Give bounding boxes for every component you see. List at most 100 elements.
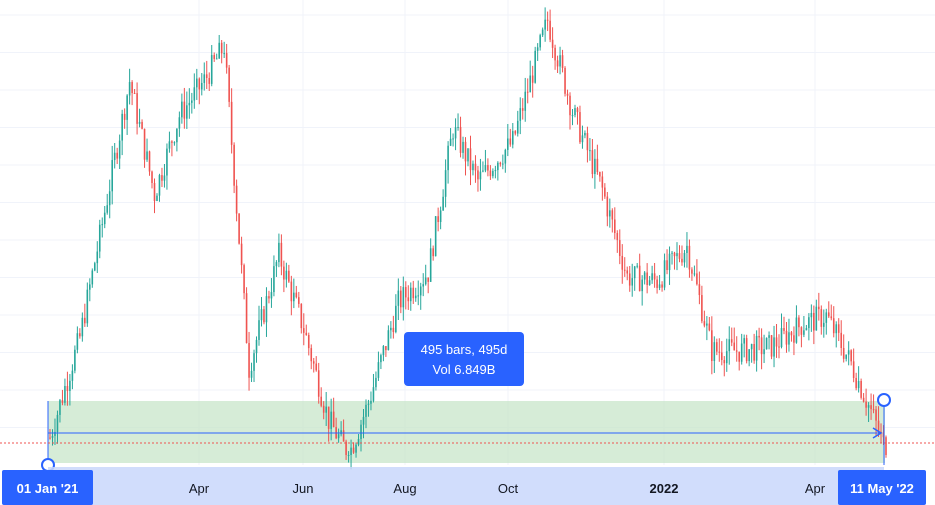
candle xyxy=(305,324,308,336)
candle-body xyxy=(151,171,153,183)
candle xyxy=(785,322,788,353)
candle-body xyxy=(81,317,84,337)
candle-body xyxy=(683,253,686,263)
candle-body xyxy=(404,287,407,298)
candle xyxy=(818,292,820,321)
candle xyxy=(181,93,183,124)
candle xyxy=(220,40,223,64)
measure-volume-text: Vol 6.849B xyxy=(432,362,496,377)
candle xyxy=(691,267,693,281)
range-start-label-box xyxy=(2,470,93,505)
candle-body xyxy=(813,312,815,331)
candle-body xyxy=(417,295,420,297)
candle-body xyxy=(387,330,390,351)
candle-body xyxy=(302,328,305,333)
candle-body xyxy=(820,309,823,327)
candle xyxy=(454,118,457,151)
candle xyxy=(574,104,576,118)
candle xyxy=(793,326,795,356)
candle xyxy=(711,316,713,375)
candle-body xyxy=(414,295,417,299)
candle xyxy=(678,245,681,263)
candle-body xyxy=(233,144,235,186)
candle xyxy=(419,282,422,310)
candle-body xyxy=(143,128,146,160)
candle xyxy=(218,34,220,59)
candle-body xyxy=(342,430,345,442)
candle xyxy=(93,261,96,272)
candle xyxy=(163,163,166,188)
candle-body xyxy=(494,170,497,172)
candle xyxy=(539,33,541,51)
candle-body xyxy=(91,270,94,285)
candle-body xyxy=(298,297,300,304)
candle-body xyxy=(549,20,551,40)
candle-body xyxy=(502,163,504,165)
candle xyxy=(571,108,574,126)
candle xyxy=(526,78,529,104)
candle xyxy=(673,251,676,270)
candle-body xyxy=(173,142,176,144)
candle xyxy=(168,131,171,153)
candle xyxy=(459,116,462,158)
candle-body xyxy=(693,273,696,275)
candle xyxy=(327,406,330,442)
candle xyxy=(830,304,833,321)
candle-body xyxy=(283,266,285,280)
candle xyxy=(564,66,566,97)
x-tick-label: Apr xyxy=(805,481,826,496)
measure-range-fill xyxy=(48,401,885,463)
candle-body xyxy=(434,216,437,257)
candle-body xyxy=(370,400,372,404)
candle xyxy=(596,144,599,175)
candle-body xyxy=(442,196,444,211)
candle-body xyxy=(392,327,395,333)
candle-body xyxy=(223,53,225,55)
candle xyxy=(688,239,691,278)
candle-body xyxy=(805,328,808,331)
candle xyxy=(258,305,260,346)
candle-body xyxy=(166,148,168,176)
candle-body xyxy=(499,162,502,165)
candle xyxy=(447,141,449,184)
candle xyxy=(424,264,427,286)
candle xyxy=(720,341,723,366)
candle-body xyxy=(459,126,462,153)
candle xyxy=(166,143,168,190)
candle-body xyxy=(382,346,385,356)
candle xyxy=(755,330,758,372)
candle xyxy=(703,310,706,328)
candle xyxy=(171,140,173,157)
candle-body xyxy=(653,273,656,280)
candle-body xyxy=(661,284,663,288)
candle xyxy=(61,389,64,406)
candle xyxy=(584,130,586,139)
candle xyxy=(273,255,275,297)
candle xyxy=(855,372,857,391)
measure-end-handle[interactable] xyxy=(877,393,891,407)
candle-body xyxy=(529,75,532,93)
candle-body xyxy=(755,335,758,361)
candle-body xyxy=(79,333,81,337)
candle-body xyxy=(673,252,676,257)
x-tick-label: Oct xyxy=(498,481,519,496)
candle xyxy=(504,148,507,173)
candle xyxy=(444,159,447,208)
candle-body xyxy=(422,284,425,287)
candle-body xyxy=(564,67,566,94)
candle-body xyxy=(163,175,166,181)
candle xyxy=(86,282,89,327)
candle-body xyxy=(566,93,569,96)
candle-body xyxy=(395,305,397,333)
candle-body xyxy=(312,361,315,364)
candle-body xyxy=(579,112,581,143)
candle xyxy=(740,333,743,365)
candle-body xyxy=(350,447,352,455)
candle xyxy=(96,241,99,274)
candle xyxy=(611,208,614,233)
candle-body xyxy=(696,273,698,285)
candle xyxy=(188,88,191,119)
candle xyxy=(693,265,696,277)
candle xyxy=(842,334,845,363)
candle xyxy=(397,278,400,321)
